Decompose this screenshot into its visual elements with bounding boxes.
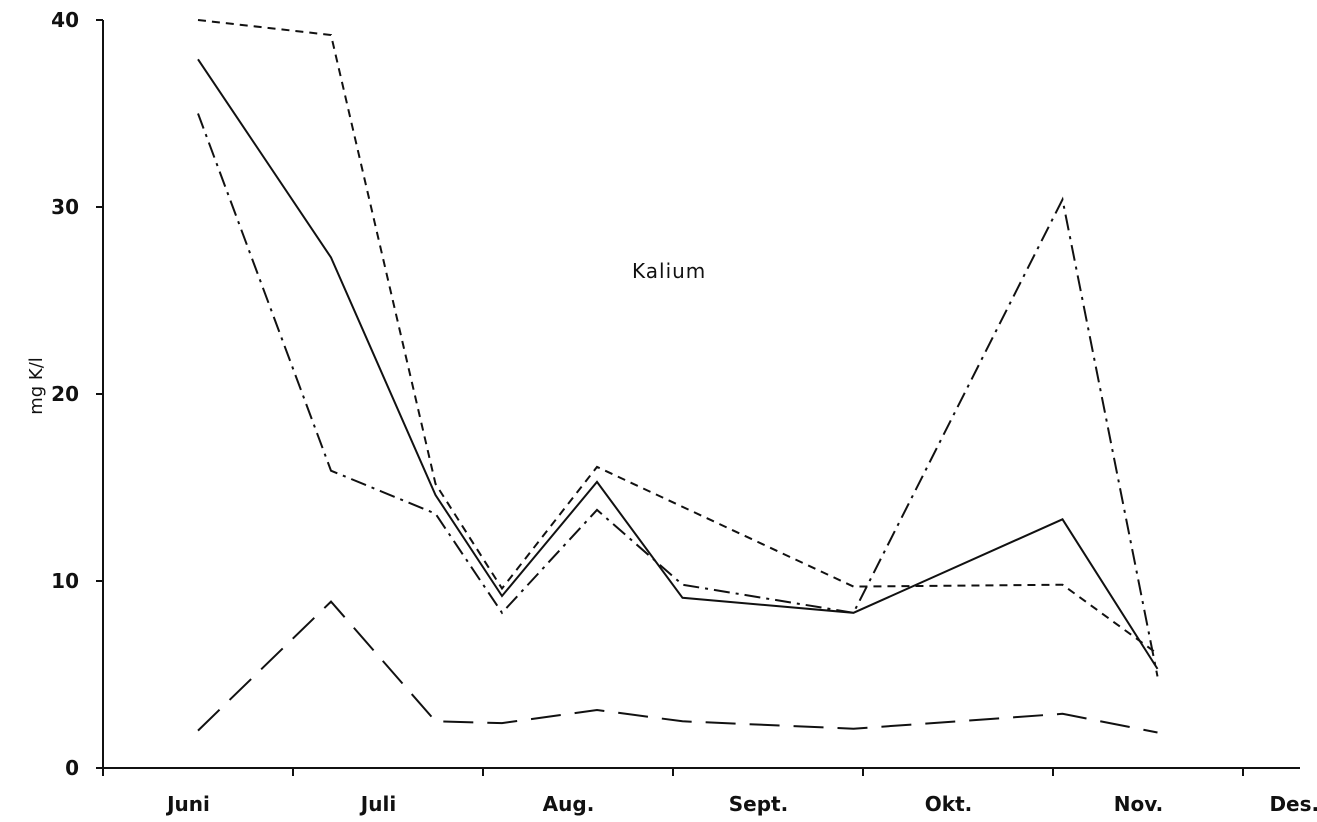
chart-annotation: Kalium [632,259,706,283]
y-tick-label: 30 [51,195,79,219]
x-tick-label: Des. [1269,792,1317,816]
y-tick-label: 20 [51,382,79,406]
series-line-1 [197,58,1159,670]
series-group [197,19,1159,734]
y-tick-label: 40 [51,8,79,32]
y-axis-label: mg K/l [26,357,47,415]
x-tick-label: Juli [359,792,396,816]
y-tick-label: 0 [65,756,79,780]
y-tick-label: 10 [51,569,79,593]
axes: 0 10 20 30 40 Juni Juli Aug. Sept. Okt. Nov. Des. [51,8,1317,816]
series-line-2 [197,19,1159,655]
series-line-3 [197,113,1159,677]
x-tick-label: Juni [165,792,210,816]
x-tick-label: Nov. [1114,792,1163,816]
x-tick-label: Sept. [729,792,788,816]
x-tick-label: Aug. [543,792,595,816]
series-line-4 [197,600,1158,734]
x-tick-label: Okt. [925,792,972,816]
